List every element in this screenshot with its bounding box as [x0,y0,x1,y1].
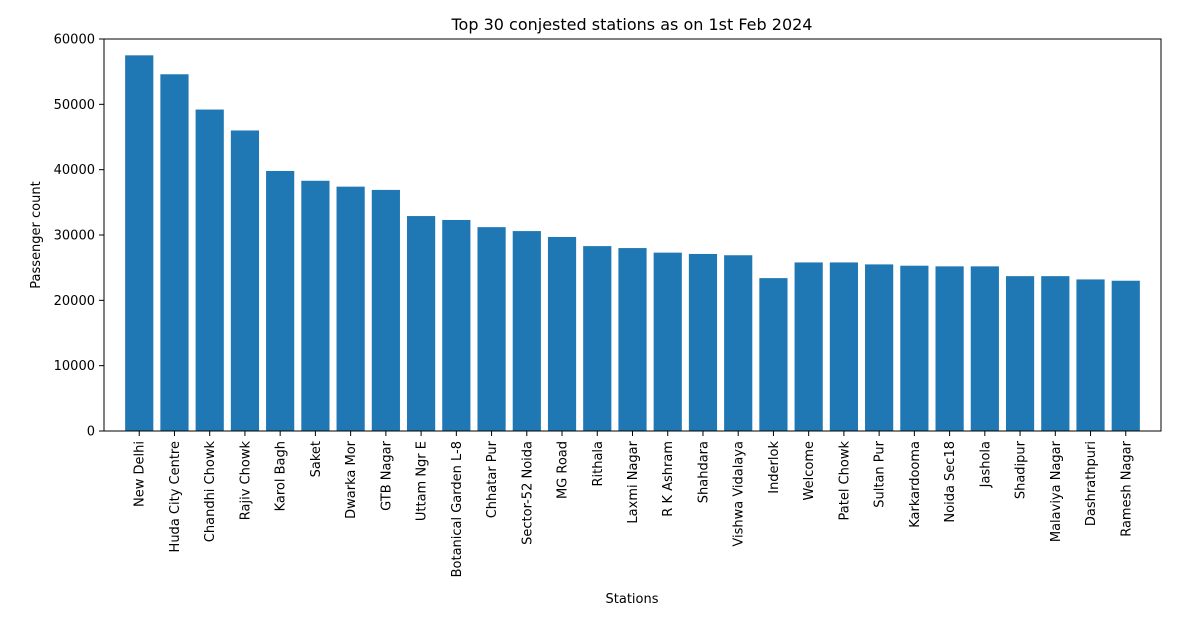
bars-group [125,55,1140,431]
x-tick-label: New Delhi [133,441,148,507]
x-tick-label: Botanical Garden L-8 [450,441,465,577]
x-tick-label: Chandhi Chowk [203,441,218,543]
bar-botanical-garden-l-8 [442,219,471,431]
bar-r-k-ashram [653,252,682,431]
x-tick-label: Chhatar Pur [485,440,500,518]
x-tick-label: Jashola [978,441,993,488]
x-tick-label: Karol Bagh [274,441,289,511]
y-tick-label: 10000 [54,359,95,374]
x-tick-label: Dashrathpuri [1084,441,1099,526]
x-tick-label: Patel Chowk [837,441,852,521]
x-tick-label: Shahdara [696,441,711,503]
x-tick-label: GTB Nagar [379,440,394,511]
bar-mg-road [547,236,577,431]
x-tick-label: Karkardooma [908,441,923,528]
x-tick-label: Laxmi Nagar [626,440,641,523]
bar-saket [301,180,330,431]
bar-rithala [583,246,612,431]
bar-laxmi-nagar [618,248,647,431]
x-axis-label: Stations [606,592,659,607]
x-tick-label: Shadipur [1014,440,1029,499]
bar-patel-chowk [829,262,858,431]
plot-frame [103,38,1162,432]
chart-title: Top 30 conjested stations as on 1st Feb … [451,15,813,34]
bar-inderlok [759,278,788,431]
x-axis: New Delhi Huda City Centre Chandhi Chowk Ra… [133,431,1134,577]
bar-rajiv-chowk [230,130,260,431]
x-tick-label: MG Road [556,441,571,499]
x-tick-label: Ramesh Nagar [1119,440,1134,536]
bar-ramesh-nagar [1111,280,1140,431]
x-tick-label: Uttam Ngr E [415,441,430,521]
x-tick-label: Dwarka Mor [344,440,359,519]
x-tick-label: Sultan Pur [873,440,888,507]
x-tick-label: Malaviya Nagar [1049,440,1064,542]
y-tick-label: 50000 [54,98,95,113]
y-tick-label: 60000 [54,33,95,48]
bar-dashrathpuri [1076,279,1105,431]
bar-chhatar-pur [477,227,506,431]
bar-karol-bagh [266,170,295,431]
bar-sultan-pur [865,264,894,431]
x-tick-label: Huda City Centre [168,441,183,552]
y-tick-label: 0 [87,425,95,440]
x-tick-label: Saket [309,441,324,477]
bar-malaviya-nagar [1041,276,1070,431]
x-tick-label: Vishwa Vidalaya [732,441,747,547]
x-tick-label: Rithala [591,441,606,487]
x-tick-label: Sector-52 Noida [520,441,535,545]
bar-noida-sec18 [935,266,964,431]
bar-karkardooma [900,265,929,431]
bar-uttam-ngr-e [407,216,436,431]
bar-sector-52-noida [512,231,541,431]
bar-chandhi-chowk [195,109,224,431]
bar-welcome [794,262,823,431]
bar-shahdara [688,253,718,431]
y-tick-label: 20000 [54,294,95,309]
y-tick-label: 30000 [54,229,95,244]
x-tick-label: Rajiv Chowk [238,441,253,521]
y-tick-label: 40000 [54,163,95,178]
x-tick-label: Inderlok [767,441,782,494]
bar-huda-city-centre [160,74,189,431]
y-axis: 0 10000 20000 30000 40000 50000 60000 [54,33,104,440]
bar-shadipur [1005,276,1035,431]
bar-gtb-nagar [371,189,400,431]
x-tick-label: Noida Sec18 [943,441,958,523]
bar-dwarka-mor [336,186,365,431]
bar-new-delhi [125,55,154,431]
bar-jashola [970,266,999,431]
x-tick-label: R K Ashram [661,441,676,517]
bar-vishwa-vidalaya [724,255,753,431]
x-tick-label: Welcome [802,441,817,500]
y-axis-label: Passenger count [29,181,44,288]
